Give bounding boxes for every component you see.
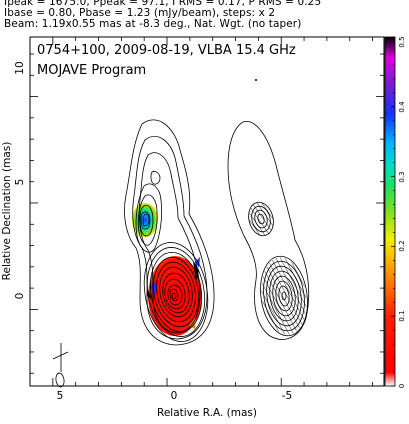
- stray-pixel: [255, 79, 257, 81]
- beam-line: Beam: 1.19x0.55 mas at -8.3 deg., Nat. W…: [4, 18, 302, 30]
- axis-ticks: [29, 37, 384, 386]
- x-tick-label: 5: [57, 390, 64, 402]
- colorbar: 0 0.1 0.2 0.3 0.4 0.5: [384, 36, 406, 388]
- y-axis-label: Relative Declination (mas): [1, 142, 13, 281]
- evpa-vectors: [248, 202, 307, 335]
- x-axis-label: Relative R.A. (mas): [157, 407, 257, 419]
- colorbar-tick-label: 0.3: [398, 171, 406, 182]
- y-tick-label: 10: [14, 61, 26, 74]
- colorbar-gradient: [385, 37, 395, 386]
- colorbar-tick-label: 0.1: [398, 310, 406, 321]
- x-tick-label: 0: [171, 390, 178, 402]
- base-line: Ibase = 0.80, Pbase = 1.23 (mJy/beam), s…: [4, 7, 276, 19]
- stats-line: Ipeak = 1675.0, Ppeak = 97.1, I RMS = 0.…: [4, 0, 322, 8]
- total-intensity-contours: [124, 119, 215, 346]
- core-polarization: [148, 256, 202, 336]
- plot-title: 0754+100, 2009-08-19, VLBA 15.4 GHz: [37, 43, 296, 58]
- plot-subtitle: MOJAVE Program: [37, 63, 146, 78]
- colorbar-tick-label: 0.2: [398, 240, 406, 251]
- y-tick-label: 5: [14, 179, 26, 186]
- colorbar-tick-label: 0.4: [398, 101, 406, 113]
- colorbar-tick-label: 0.5: [398, 36, 406, 47]
- x-tick-label: -5: [282, 390, 292, 402]
- colorbar-frame: [384, 36, 396, 387]
- y-tick-label: 0: [14, 293, 26, 300]
- colorbar-tick-label: 0: [398, 384, 406, 388]
- plot-frame: [29, 36, 385, 387]
- beam-marker: [52, 343, 69, 388]
